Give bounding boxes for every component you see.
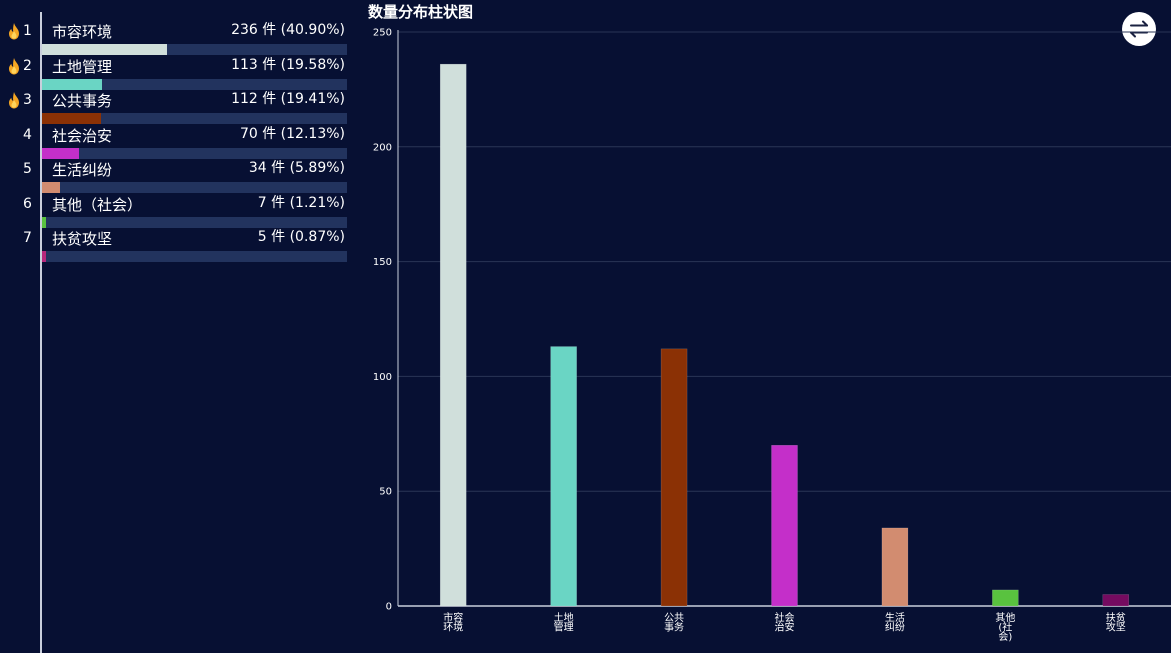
rank-value: 112 件 (19.41%) [231, 91, 345, 107]
progress-fill [42, 182, 60, 193]
y-tick-label: 200 [373, 142, 392, 153]
rank-name: 土地管理 [52, 57, 113, 76]
x-tick-label: 市容 [443, 611, 463, 624]
rank-name: 社会治安 [52, 126, 113, 145]
x-tick-label: (社 [998, 621, 1012, 634]
bar[interactable] [550, 346, 577, 607]
rank-name: 公共事务 [52, 92, 113, 110]
ranking-item: 1 市容环境 236 件 (40.90%) [0, 18, 350, 55]
rank-value: 70 件 (12.13%) [239, 125, 345, 142]
fire-icon [9, 23, 19, 40]
chart-toggle-button[interactable] [1122, 12, 1156, 46]
bar-chart: 0 50 100 150 200 250 市容环境 土地管理 公共事务 社会治安 生活纠纷 其他(社会… [373, 28, 1171, 643]
bar[interactable] [660, 348, 688, 607]
progress-track [42, 182, 347, 193]
rank-value: 7 件 (1.21%) [257, 194, 345, 211]
fire-icon [9, 57, 19, 74]
ranking-item: 7 扶贫攻坚 5 件 (0.87%) [0, 225, 350, 262]
y-tick-label: 100 [373, 372, 392, 383]
rank-number: 2 [23, 57, 32, 74]
ranking-panel: 1 市容环境 236 件 (40.90%) 2 土地管理 113 件 (19.58%) 3 公… [0, 0, 350, 653]
ranking-item: 2 土地管理 113 件 (19.58%) [0, 53, 350, 90]
rank-number: 6 [23, 195, 32, 212]
progress-fill [42, 44, 167, 55]
rank-number: 3 [23, 92, 32, 108]
progress-track [42, 44, 347, 55]
x-tick-label: 土地 [554, 611, 574, 624]
progress-track [42, 147, 347, 159]
progress-fill [42, 216, 46, 228]
progress-track [42, 251, 347, 262]
bar[interactable] [992, 589, 1019, 607]
rank-value: 113 件 (19.58%) [231, 56, 345, 73]
x-tick-label: 治安 [775, 621, 795, 634]
y-tick-label: 0 [386, 602, 392, 613]
progress-fill [42, 113, 101, 124]
x-tick-label: 事务 [664, 621, 684, 634]
rank-name: 生活纠纷 [52, 161, 113, 179]
rank-name: 扶贫攻坚 [52, 230, 113, 248]
rank-value: 5 件 (0.87%) [257, 229, 345, 245]
progress-fill [42, 251, 46, 262]
progress-track [42, 216, 347, 228]
x-tick-label: 其他 [995, 611, 1015, 624]
x-tick-label: 公共 [664, 612, 684, 624]
x-tick-label: 会) [998, 630, 1012, 643]
x-tick-label: 管理 [554, 621, 574, 634]
bar[interactable] [439, 63, 467, 607]
y-tick-label: 250 [373, 28, 392, 39]
ranking-item: 4 社会治安 70 件 (12.13%) [0, 122, 350, 159]
ranking-item: 5 生活纠纷 34 件 (5.89%) [0, 156, 350, 193]
rank-number: 4 [23, 126, 32, 143]
rank-number: 1 [23, 23, 32, 39]
bar[interactable] [881, 527, 909, 607]
rank-number: 7 [23, 230, 32, 246]
x-tick-label: 扶贫 [1106, 611, 1126, 624]
rank-value: 236 件 (40.90%) [231, 22, 345, 38]
rank-name: 市容环境 [52, 23, 113, 41]
rank-name: 其他（社会） [52, 195, 143, 214]
divider [40, 12, 42, 653]
rank-number: 5 [23, 161, 32, 177]
x-tick-label: 纠纷 [885, 621, 905, 634]
x-tick-label: 环境 [443, 621, 463, 634]
bar[interactable] [1102, 594, 1130, 607]
ranking-item: 6 其他（社会） 7 件 (1.21%) [0, 191, 350, 228]
x-tick-label: 攻坚 [1106, 621, 1126, 634]
bar[interactable] [771, 445, 798, 607]
x-tick-label: 社会 [775, 611, 795, 624]
progress-track [42, 78, 347, 90]
fire-icon [9, 92, 19, 109]
y-tick-label: 50 [379, 487, 392, 498]
progress-fill [42, 147, 79, 159]
chart-title: 数量分布柱状图 [368, 3, 474, 21]
x-tick-label: 生活 [885, 611, 905, 624]
progress-fill [42, 78, 102, 90]
ranking-item: 3 公共事务 112 件 (19.41%) [0, 87, 350, 124]
progress-track [42, 113, 347, 124]
rank-value: 34 件 (5.89%) [248, 160, 345, 176]
y-tick-label: 150 [373, 257, 392, 268]
